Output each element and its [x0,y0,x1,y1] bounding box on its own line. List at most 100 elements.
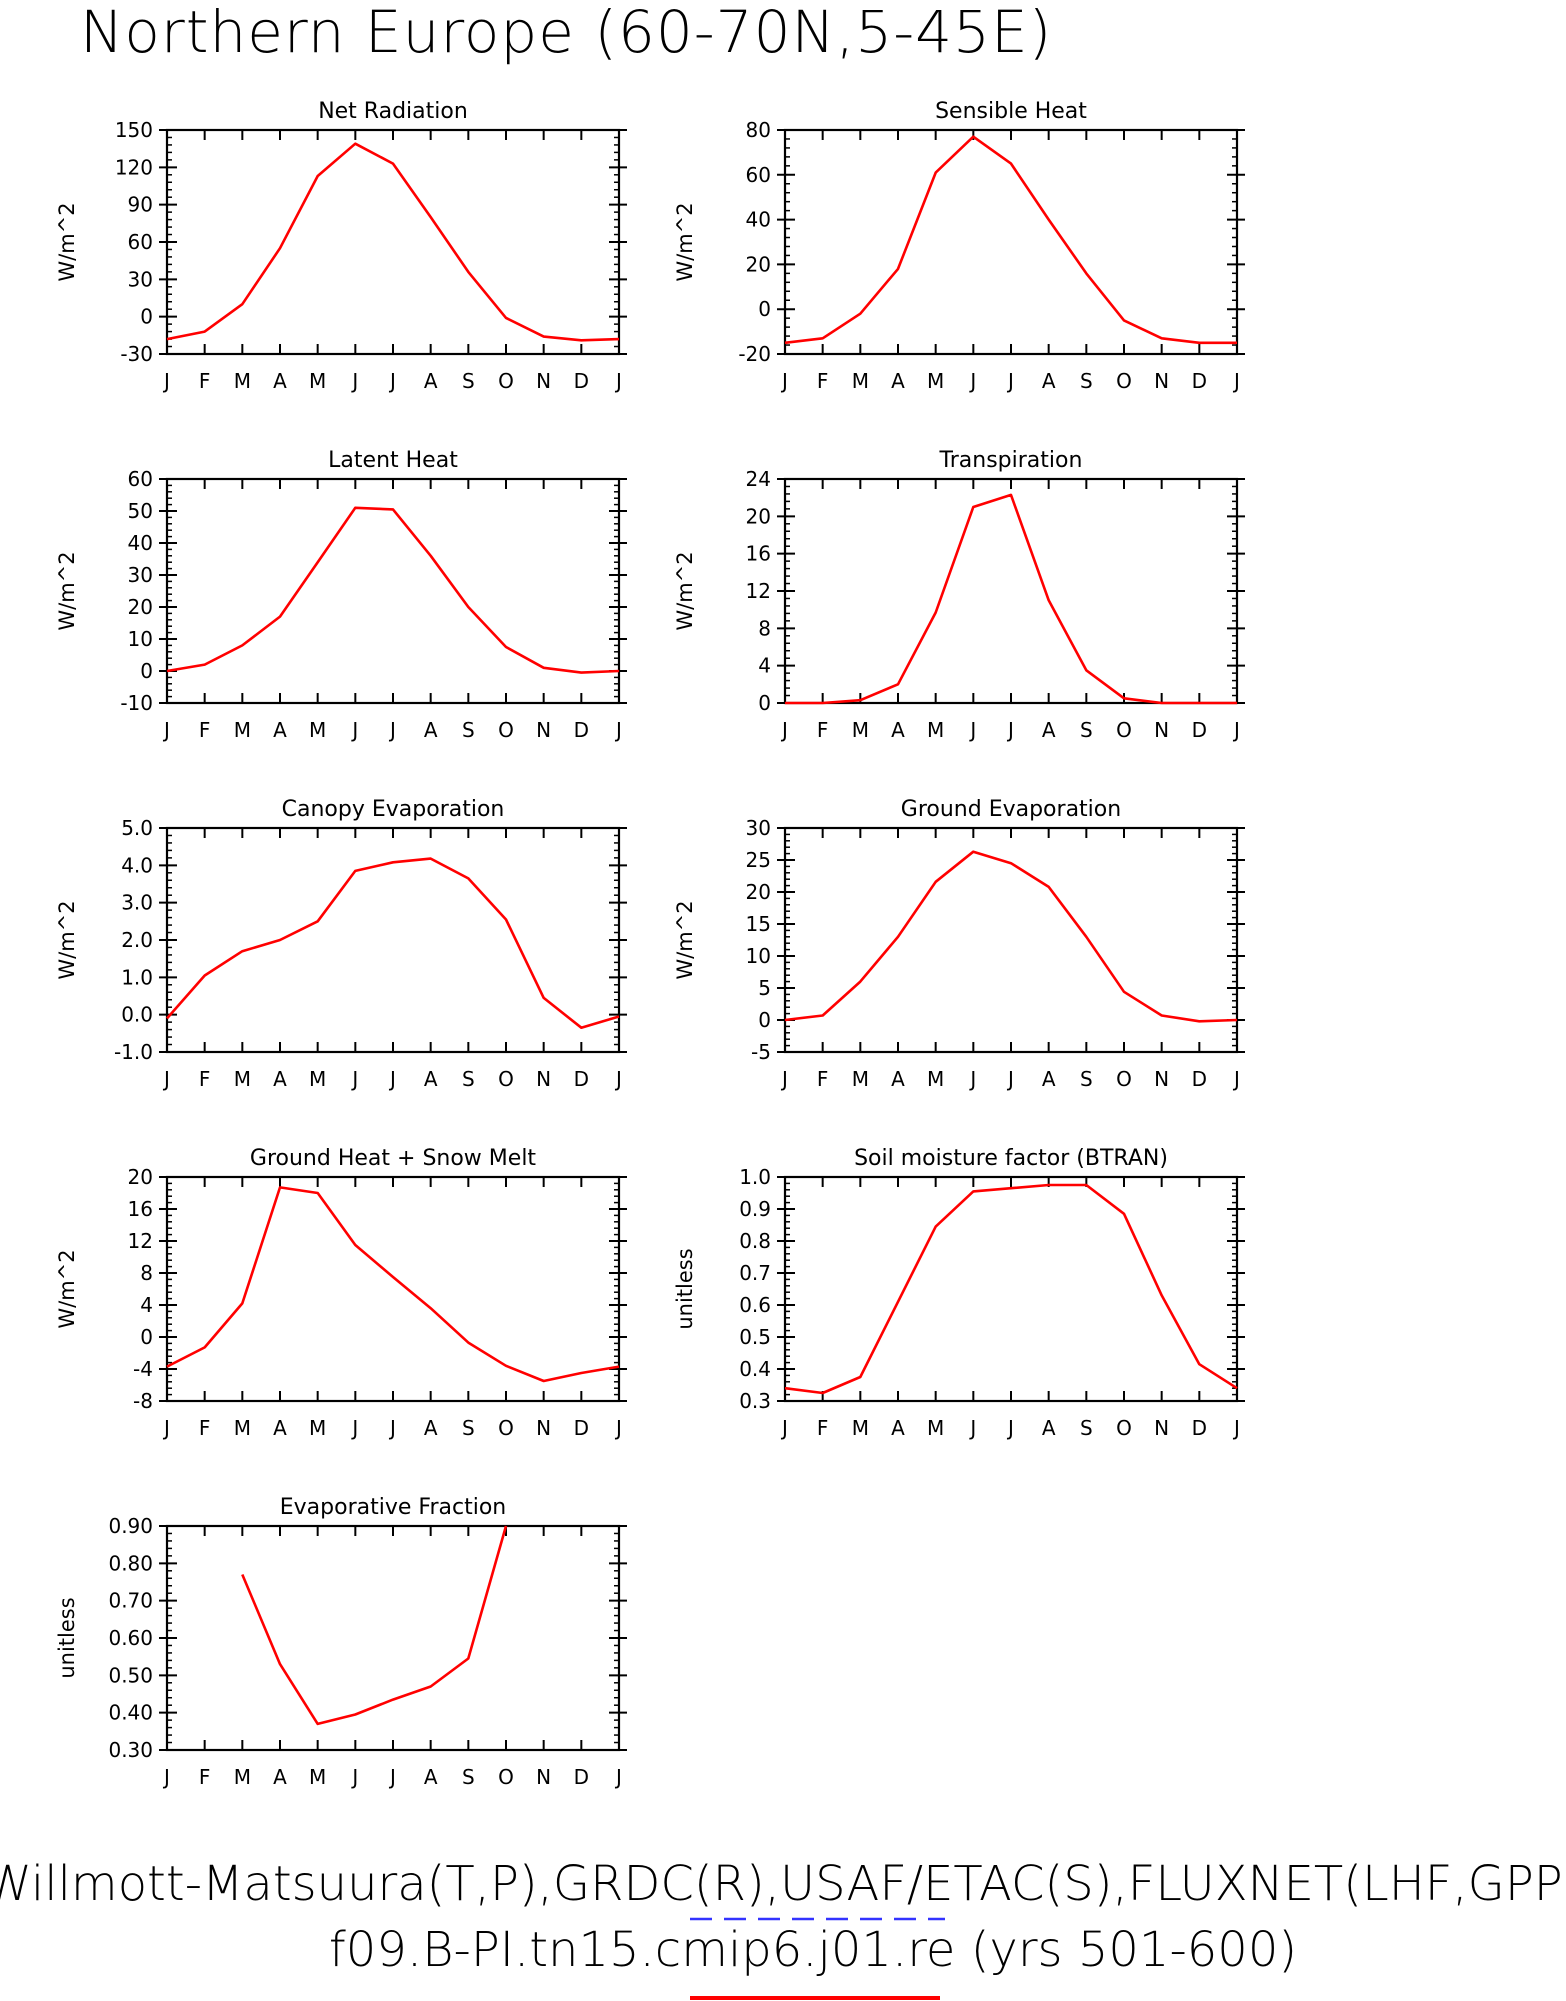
y-tick-label: 1.0 [739,1165,771,1189]
plot-frame [165,1175,621,1403]
y-tick-label: 4 [758,654,771,678]
x-tick-label: J [968,718,976,742]
y-tick-label: 0.5 [739,1325,771,1349]
x-tick-label: M [234,369,251,393]
y-tick-label: -5 [751,1040,771,1064]
x-tick-label: J [614,1416,622,1440]
x-tick-label: M [927,1416,944,1440]
plot-frame [165,1524,621,1752]
series-line [166,1186,620,1383]
y-tick-label: 0 [140,659,153,683]
y-tick-label: 24 [746,467,771,491]
x-tick-label: J [780,369,788,393]
panel-title: Evaporative Fraction [280,1495,506,1520]
y-tick-label: 30 [746,816,771,840]
x-tick-label: M [852,1067,869,1091]
y-axis-label: W/m^2 [673,551,697,630]
panel-7: J F M A M J J A S O N D J0.30.40.50.60.70.80.91.0Soi… [673,1146,1245,1440]
y-tick-label: 20 [746,880,771,904]
y-tick-label: 5 [758,976,771,1000]
panel-4: J F M A M J J A S O N D J-1.00.01.02.03.04.05.0Canop… [55,797,627,1091]
x-tick-label: J [1232,1067,1240,1091]
x-tick-label: J [388,718,396,742]
series-line [241,1525,508,1726]
x-tick-label: A [273,1067,287,1091]
series-line [784,850,1238,1023]
x-tick-label: O [498,718,514,742]
y-tick-label: 0.80 [108,1551,153,1575]
x-tick-label: J [350,1765,358,1789]
y-axis-label: W/m^2 [55,202,79,281]
panel-title: Ground Heat + Snow Melt [250,1146,537,1171]
x-tick-label: F [199,1067,211,1091]
x-tick-label: N [536,1067,551,1091]
x-tick-label: D [1192,369,1207,393]
panel-title: Canopy Evaporation [282,797,505,822]
y-tick-label: -1.0 [114,1040,153,1064]
x-tick-label: M [927,369,944,393]
x-tick-label: M [234,1416,251,1440]
x-tick-label: A [273,1765,287,1789]
x-tick-label: J [162,718,170,742]
x-tick-label: M [852,718,869,742]
x-tick-label: O [1116,1067,1132,1091]
y-tick-label: 0.4 [739,1357,771,1381]
y-tick-label: -4 [133,1357,153,1381]
y-tick-label: 1.0 [121,965,153,989]
x-tick-label: O [498,1067,514,1091]
y-tick-label: 0 [758,1008,771,1032]
panel-title: Latent Heat [328,448,458,473]
x-tick-label: D [574,1067,589,1091]
y-tick-label: 12 [746,579,771,603]
series-line [166,506,620,674]
y-tick-label: 16 [746,542,771,566]
y-tick-label: 90 [128,193,153,217]
x-tick-label: N [1154,1067,1169,1091]
y-tick-label: 0.6 [739,1293,771,1317]
plot-frame [783,477,1239,705]
x-tick-label: J [1232,718,1240,742]
y-tick-label: 5.0 [121,816,153,840]
x-tick-label: J [614,718,622,742]
y-tick-label: 80 [746,118,771,142]
x-tick-label: J [1006,718,1014,742]
y-tick-label: 12 [128,1229,153,1253]
y-tick-label: 20 [128,1165,153,1189]
x-tick-label: J [1006,1416,1014,1440]
panel-title: Soil moisture factor (BTRAN) [854,1146,1168,1171]
x-tick-label: J [968,1067,976,1091]
x-tick-label: M [309,718,326,742]
x-tick-label: O [498,1416,514,1440]
x-tick-label: J [780,1416,788,1440]
x-tick-label: J [1232,369,1240,393]
y-tick-label: 40 [128,531,153,555]
x-tick-label: S [462,1416,475,1440]
x-tick-label: A [273,369,287,393]
panel-title: Transpiration [939,448,1083,473]
main-title: Northern Europe (60-70N,5-45E) [80,0,1052,66]
x-tick-label: M [927,1067,944,1091]
x-tick-label: A [1042,1067,1056,1091]
x-tick-label: D [1192,718,1207,742]
x-tick-label: S [1080,1067,1093,1091]
y-tick-label: 0.9 [739,1197,771,1221]
x-tick-label: D [574,718,589,742]
x-tick-label: F [199,718,211,742]
x-tick-label: M [852,1416,869,1440]
x-tick-label: M [309,369,326,393]
panel-title: Ground Evaporation [901,797,1121,822]
series-line [166,857,620,1029]
x-tick-label: D [574,1765,589,1789]
x-tick-label: M [234,1067,251,1091]
x-tick-label: N [536,369,551,393]
x-tick-label: N [536,718,551,742]
x-tick-label: A [1042,1416,1056,1440]
y-tick-label: 20 [128,595,153,619]
x-tick-label: J [1006,1067,1014,1091]
y-tick-label: 25 [746,848,771,872]
y-tick-label: 8 [140,1261,153,1285]
